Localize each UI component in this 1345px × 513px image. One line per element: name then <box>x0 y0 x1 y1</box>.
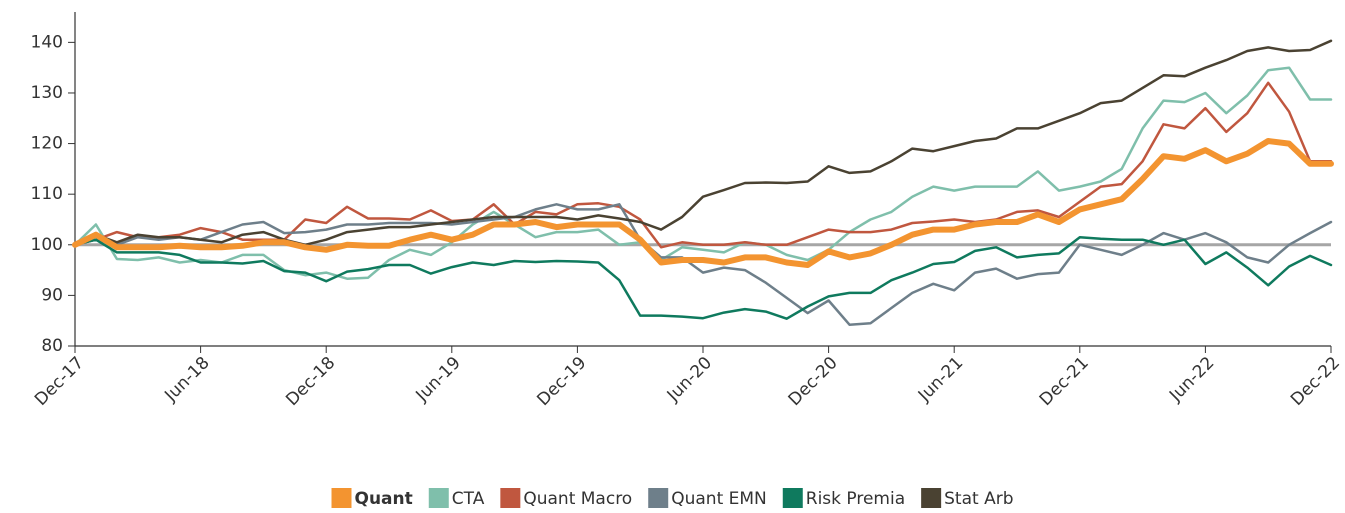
y-tick-label: 130 <box>31 83 63 103</box>
legend-swatch <box>648 488 669 508</box>
legend-label: Stat Arb <box>944 489 1013 509</box>
series-line <box>73 235 1333 320</box>
x-tick-label: Dec-22 <box>1287 353 1344 410</box>
x-tick-label: Dec-18 <box>282 353 339 410</box>
series-line <box>72 138 1334 268</box>
y-tick-label: 110 <box>31 184 63 204</box>
x-tick-label: Dec-19 <box>533 353 590 410</box>
x-tick-label: Jun-21 <box>914 353 967 406</box>
y-tick-label: 140 <box>31 32 63 52</box>
legend: Quant CTA Quant Macro Quant EMN Risk Premia S… <box>331 488 1014 509</box>
y-tick-label: 90 <box>41 285 63 305</box>
x-tick-label: Jun-18 <box>160 353 213 406</box>
series-line <box>73 39 1333 247</box>
y-tick-label: 120 <box>31 134 63 154</box>
series-line <box>73 203 1333 326</box>
legend-swatch <box>921 488 942 508</box>
legend-label: Risk Premia <box>806 489 905 509</box>
x-tick-label: Dec-17 <box>31 353 88 410</box>
series-line <box>73 66 1333 280</box>
x-tick-label: Jun-19 <box>412 353 465 406</box>
y-tick-label: 100 <box>31 235 63 255</box>
legend-swatch <box>331 488 352 508</box>
y-tick-label: 80 <box>41 336 63 356</box>
legend-swatch <box>782 488 803 508</box>
legend-label: Quant EMN <box>671 489 767 509</box>
x-tick-label: Jun-22 <box>1165 353 1218 406</box>
legend-label: Quant Macro <box>523 489 632 509</box>
x-tick-label: Jun-20 <box>663 353 716 406</box>
legend-label: Quant <box>355 489 413 509</box>
x-tick-label: Dec-21 <box>1036 353 1093 410</box>
x-tick-label: Dec-20 <box>785 353 842 410</box>
legend-swatch <box>500 488 521 508</box>
legend-swatch <box>428 488 449 508</box>
legend-label: CTA <box>452 489 485 509</box>
